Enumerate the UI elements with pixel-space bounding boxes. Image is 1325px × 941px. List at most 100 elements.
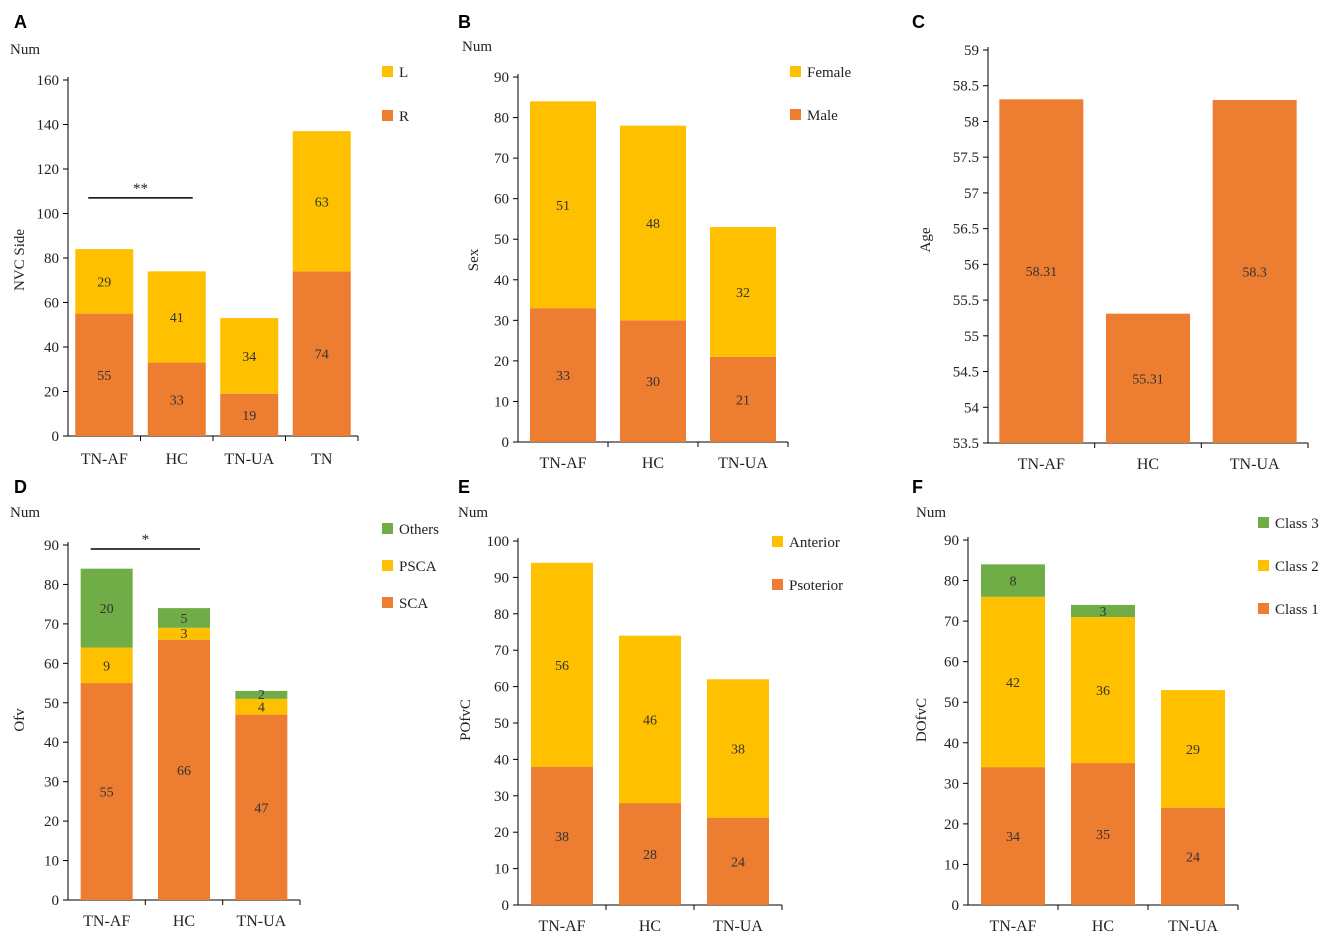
panel-b-legend-label: Male [807,108,838,124]
panel-d-y-tick-label: 60 [44,656,59,672]
panel-f-data-label: 29 [1186,743,1200,758]
panel-d: D Num 0 10 20 30 40 50 60 70 80 90 Ofv TN-AF 55 9 20 HC 66… [10,477,439,930]
panel-a-bar-r [75,313,134,436]
panel-d-category-label: TN-UA [236,913,286,930]
panel-f-y-tick-label: 40 [944,736,959,752]
panel-d-legend-label: PSCA [399,559,437,575]
panel-e-num-label: Num [458,505,488,521]
panel-f-data-label: 8 [1010,575,1017,590]
panel-a-category-label: TN [311,451,333,468]
panel-c-y-tick-label: 56 [964,257,980,273]
panel-a-bar-l [292,131,351,272]
panel-e-bar-psoterior [707,817,769,905]
panel-e-y-tick-label: 60 [494,680,509,696]
panel-b-data-label: 30 [646,375,660,390]
panel-e-legend-label: Psoterior [789,578,843,594]
panel-c-category-label: HC [1137,456,1159,473]
panel-d-y-tick-label: 30 [44,775,59,791]
panel-c-y-tick-label: 54 [964,400,980,416]
panel-e-legend-label: Anterior [789,535,840,551]
panel-d-label: D [14,477,27,497]
panel-e-y-tick-label: 40 [494,752,509,768]
panel-a-bar-l [75,249,134,314]
panel-e-category-label: TN-AF [538,918,585,935]
panel-a-bar-r [147,362,206,436]
panel-c-bar-age [999,99,1084,443]
panel-d-y-tick-label: 90 [44,538,59,554]
panel-f-category-label: TN-AF [989,918,1036,935]
panel-a-bar-r [220,393,279,436]
panel-a-data-label: 55 [97,369,111,384]
panel-d-data-label: 20 [100,602,114,617]
panel-f-bar-class-3 [981,564,1045,597]
panel-d-y-tick-label: 50 [44,696,59,712]
panel-a-data-label: 74 [315,348,329,363]
panel-a-category-label: HC [166,451,188,468]
panel-c-y-tick-label: 55.5 [953,293,979,309]
panel-f-y-axis-title: DOfvC [914,698,930,742]
panel-d-y-axis-title: Ofv [12,708,28,732]
panel-c-y-tick-label: 55 [964,329,979,345]
panel-b-data-label: 33 [556,369,570,384]
panel-c-y-tick-label: 58.5 [953,79,979,95]
panel-a-bar-l [147,271,206,363]
panel-a-significance-mark: ** [133,181,148,197]
panel-d-category-label: HC [173,913,195,930]
panel-e-label: E [458,477,470,497]
panel-b-data-label: 21 [736,393,750,408]
panel-e-y-tick-label: 100 [487,534,510,550]
panel-d-y-tick-label: 20 [44,814,59,830]
panel-d-legend-swatch [382,560,393,571]
panel-f-category-label: TN-UA [1168,918,1218,935]
panel-c-data-label: 55.31 [1132,372,1164,387]
panel-a-y-tick-label: 60 [44,296,59,312]
panel-f-legend-swatch [1258,560,1269,571]
panel-c-bar-age [1106,313,1190,443]
panel-b-y-tick-label: 30 [494,313,509,329]
panel-d-data-label: 55 [100,786,114,801]
panel-f-y-tick-label: 20 [944,817,959,833]
panel-b-y-tick-label: 40 [494,273,509,289]
panel-a-y-tick-label: 80 [44,251,59,267]
panel-d-data-label: 3 [181,627,188,642]
panel-b-category-label: HC [642,455,664,472]
panel-d-bar-psca [158,627,210,640]
panel-d-legend-label: Others [399,522,439,538]
panel-c: C 53.5 54 54.5 55 55.5 56 56.5 57 57.5 58 58.5 59 Age… [912,12,1309,473]
panel-a-data-label: 29 [97,275,111,290]
panel-d-data-label: 9 [103,659,110,674]
panel-f-bar-class-1 [1161,807,1225,905]
panel-a-legend-swatch [382,110,393,121]
panel-d-bar-others [158,608,210,628]
panel-e-category-label: HC [639,918,661,935]
panel-b-bar-male [530,308,596,442]
panel-f-legend-label: Class 1 [1275,602,1319,618]
panel-f-data-label: 35 [1096,828,1110,843]
panel-c-y-tick-label: 54.5 [953,365,979,381]
panel-e-bar-psoterior [619,803,681,905]
panel-a-y-tick-label: 120 [37,162,60,178]
panel-f-data-label: 34 [1006,830,1020,845]
panel-a-y-axis-title: NVC Side [12,229,28,291]
panel-e-y-tick-label: 80 [494,607,509,623]
panel-a-bar-r [292,271,351,436]
panel-d-bar-psca [235,698,288,715]
panel-a-y-tick-label: 40 [44,340,59,356]
panel-f-data-label: 42 [1006,676,1020,691]
panel-a-bar-l [220,318,279,394]
panel-d-y-tick-label: 10 [44,854,59,870]
panel-c-bar-age [1212,100,1297,443]
panel-c-category-label: TN-UA [1230,456,1280,473]
panel-e-y-axis-title: POfvC [458,699,474,741]
panel-a-y-tick-label: 100 [37,207,60,223]
panel-f-legend-label: Class 3 [1275,516,1319,532]
panel-a-data-label: 19 [242,409,256,424]
panel-e-data-label: 38 [555,830,569,845]
panel-e-legend-swatch [772,536,783,547]
panel-e-y-tick-label: 50 [494,716,509,732]
panel-d-data-label: 5 [181,612,188,627]
panel-b-bar-male [710,356,776,442]
panel-f-y-tick-label: 50 [944,695,959,711]
panel-c-y-axis-title: Age [918,227,934,252]
